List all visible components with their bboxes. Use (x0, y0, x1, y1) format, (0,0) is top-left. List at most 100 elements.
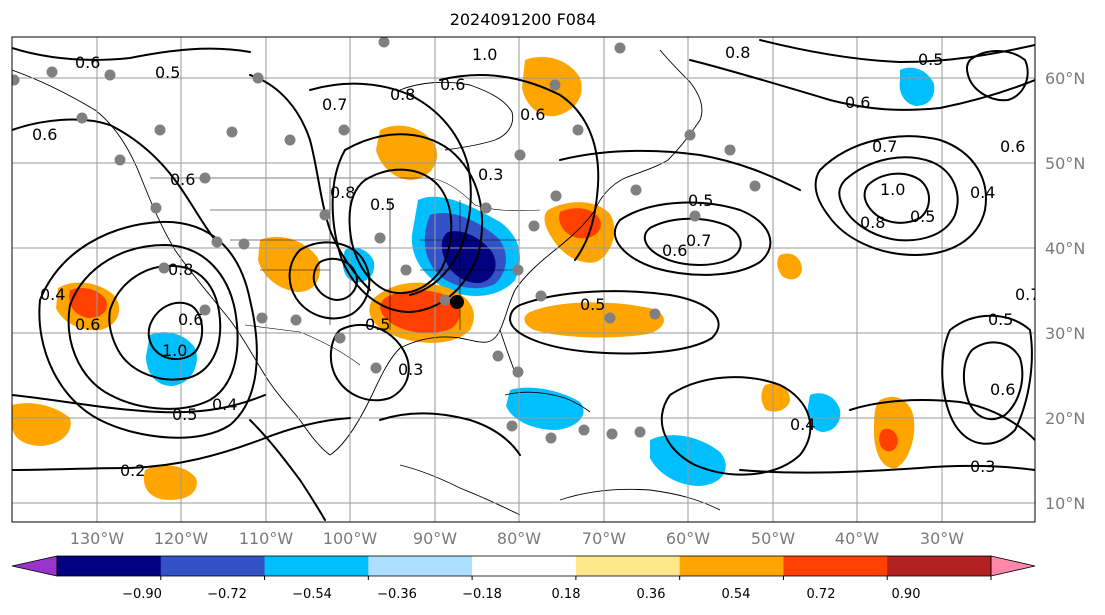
colorbar-segments (57, 556, 992, 576)
station-marker (338, 124, 350, 136)
lon-label-40w: 40°W (835, 529, 879, 548)
shading-orange-hudson (376, 125, 438, 180)
colorbar-segment (887, 556, 992, 576)
station-marker (572, 124, 584, 136)
station-marker (238, 238, 250, 250)
station-marker (506, 420, 518, 432)
station-marker (604, 312, 616, 324)
station-marker (689, 210, 701, 222)
contour-label: 0.5 (988, 310, 1013, 329)
coastline-north-america-west (12, 69, 331, 456)
colorbar-tick-label: 0.36 (637, 587, 666, 602)
shading-orange-central-atlantic (524, 302, 665, 338)
station-marker (104, 69, 116, 81)
latitude-labels: 60°N 50°N 40°N 30°N 20°N 10°N (1045, 69, 1085, 513)
contour-label: 0.6 (178, 310, 203, 329)
contour-pacific-zonal-2 (12, 417, 351, 471)
colorbar-segment (783, 556, 888, 576)
station-marker (150, 202, 162, 214)
contour-south-zonal-0-3 (739, 464, 1035, 474)
contour-gulf-south (379, 412, 521, 456)
contour-label: 1.0 (162, 341, 187, 360)
contour-label: 0.5 (365, 315, 390, 334)
shading-orange-sw-pacific (12, 403, 71, 446)
lon-label-70w: 70°W (582, 529, 626, 548)
contour-label: 0.2 (120, 461, 145, 480)
colorbar-segment (57, 556, 162, 576)
contour-caribbean-0-4 (660, 376, 812, 476)
stations-layer (12, 37, 761, 444)
station-marker (334, 332, 346, 344)
colorbar-tick-label: −0.90 (122, 587, 162, 602)
contour-label: 0.6 (75, 53, 100, 72)
station-marker (578, 424, 590, 436)
station-marker (684, 129, 696, 141)
coastline-gulf-of-mexico (329, 289, 516, 456)
contour-pacific-high-2 (67, 244, 239, 410)
contour-pacific-zonal-1 (12, 394, 266, 414)
station-marker (226, 126, 238, 138)
station-marker (528, 220, 540, 232)
contour-label: 0.4 (40, 285, 65, 304)
lon-label-130w: 130°W (70, 529, 125, 548)
station-marker (252, 72, 264, 84)
station-marker (535, 290, 547, 302)
colorbar-tick-label: 0.18 (552, 587, 581, 602)
contour-label: 0.5 (910, 207, 935, 226)
station-marker (749, 180, 761, 192)
lat-label-20n: 20°N (1045, 409, 1085, 428)
contour-label: 0.8 (390, 85, 415, 104)
station-marker (46, 66, 58, 78)
colorbar-tick-label: 0.54 (722, 587, 751, 602)
station-marker (512, 366, 524, 378)
station-marker (550, 190, 562, 202)
station-marker (649, 308, 661, 320)
contour-pacific-high-outer (38, 220, 258, 439)
contour-upper-low-outer (331, 133, 484, 313)
station-marker (158, 262, 170, 274)
station-marker (199, 172, 211, 184)
colorbar-tick-label: −0.54 (292, 587, 332, 602)
border-state-1 (210, 178, 331, 325)
station-marker (199, 304, 211, 316)
coastline-hudson-bay (399, 81, 514, 151)
contour-atlantic-mid (509, 290, 720, 355)
contour-label: 0.6 (32, 125, 57, 144)
contour-label: 0.5 (172, 405, 197, 424)
contour-southwest-low-inner (312, 257, 358, 301)
colorbar-tick-label: −0.72 (207, 587, 247, 602)
contour-label: 0.6 (75, 315, 100, 334)
station-marker (630, 184, 642, 196)
colorbar-right-extension (990, 555, 1036, 577)
contour-atlantic-ridge-2 (838, 156, 959, 242)
contour-label: 0.8 (330, 183, 355, 202)
contour-east-us-trough (439, 74, 600, 261)
colorbar: −0.90 −0.72 −0.54 −0.36 −0.18 0.18 0.36 … (11, 555, 1036, 602)
station-marker (724, 144, 736, 156)
contour-label: 0.3 (970, 457, 995, 476)
lon-label-100w: 100°W (323, 529, 378, 548)
contour-pacific-high-core (147, 301, 204, 361)
station-marker (76, 112, 88, 124)
lat-label-40n: 40°N (1045, 239, 1085, 258)
contour-label: 0.6 (1000, 137, 1025, 156)
contour-label: 0.7 (322, 95, 347, 114)
border-us-canada (150, 177, 541, 212)
shading-red-mid-atlantic (879, 428, 898, 452)
colorbar-segment (368, 556, 473, 576)
contour-label: 0.8 (725, 43, 750, 62)
contour-labels-layer: 0.6 0.5 1.0 0.6 0.8 0.6 0.8 0.6 0.5 0.7 … (32, 43, 1035, 480)
shading-blue-caribbean (506, 387, 584, 430)
station-marker (400, 264, 412, 276)
contour-newfoundland-low (614, 201, 772, 276)
lat-label-10n: 10°N (1045, 494, 1085, 513)
lat-label-60n: 60°N (1045, 69, 1085, 88)
station-marker (549, 79, 561, 91)
contour-atlantic-ridge-core (863, 172, 930, 224)
shading-orange-60w-south (761, 383, 790, 412)
station-marker (512, 264, 524, 276)
station-marker (439, 294, 451, 306)
colorbar-outline (56, 555, 992, 577)
contour-west-mexico (249, 419, 326, 521)
